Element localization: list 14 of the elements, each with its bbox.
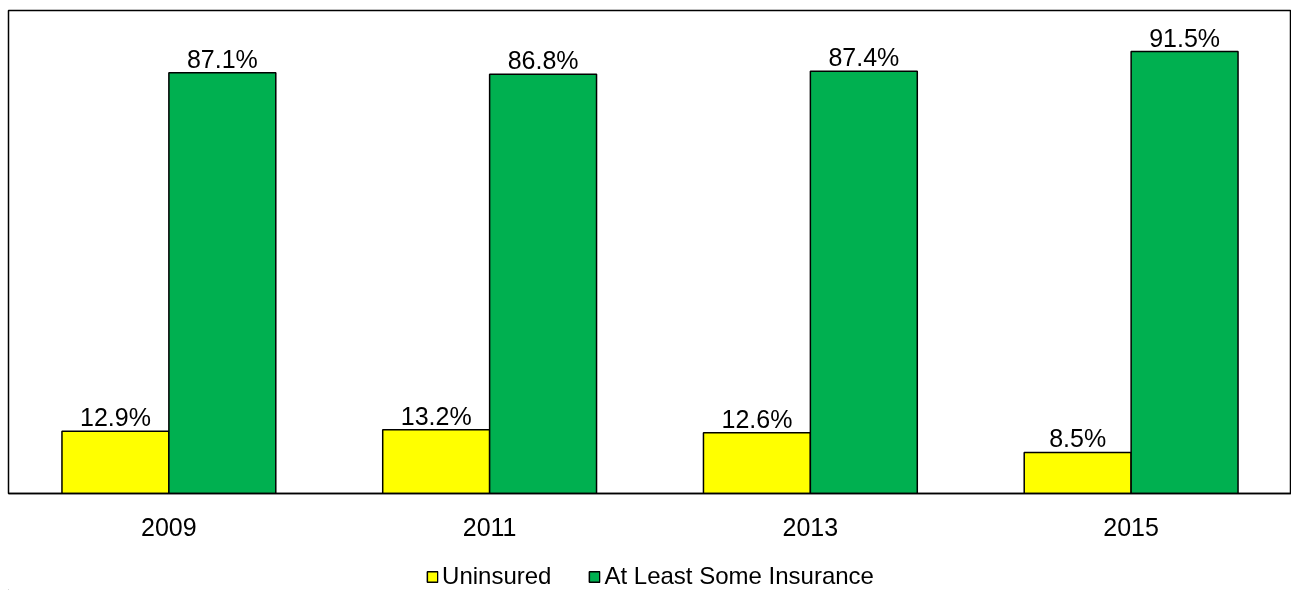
x-tick-label: 2015 bbox=[1103, 512, 1159, 541]
data-label: 86.8% bbox=[507, 46, 579, 75]
data-label: 87.4% bbox=[828, 43, 900, 72]
data-label: 12.6% bbox=[721, 404, 793, 433]
x-tick-label: 2011 bbox=[462, 512, 517, 541]
data-label: 13.2% bbox=[400, 401, 472, 430]
x-tick-label: 2013 bbox=[782, 512, 839, 541]
data-label: 8.5% bbox=[1049, 424, 1107, 453]
x-tick-label: 2009 bbox=[141, 512, 197, 541]
data-label: 87.1% bbox=[186, 44, 258, 73]
data-label: 12.9% bbox=[79, 403, 151, 432]
legend-label: At Least Some Insurance bbox=[604, 562, 874, 590]
legend-label: Uninsured bbox=[442, 562, 552, 590]
data-label: 91.5% bbox=[1149, 23, 1221, 52]
